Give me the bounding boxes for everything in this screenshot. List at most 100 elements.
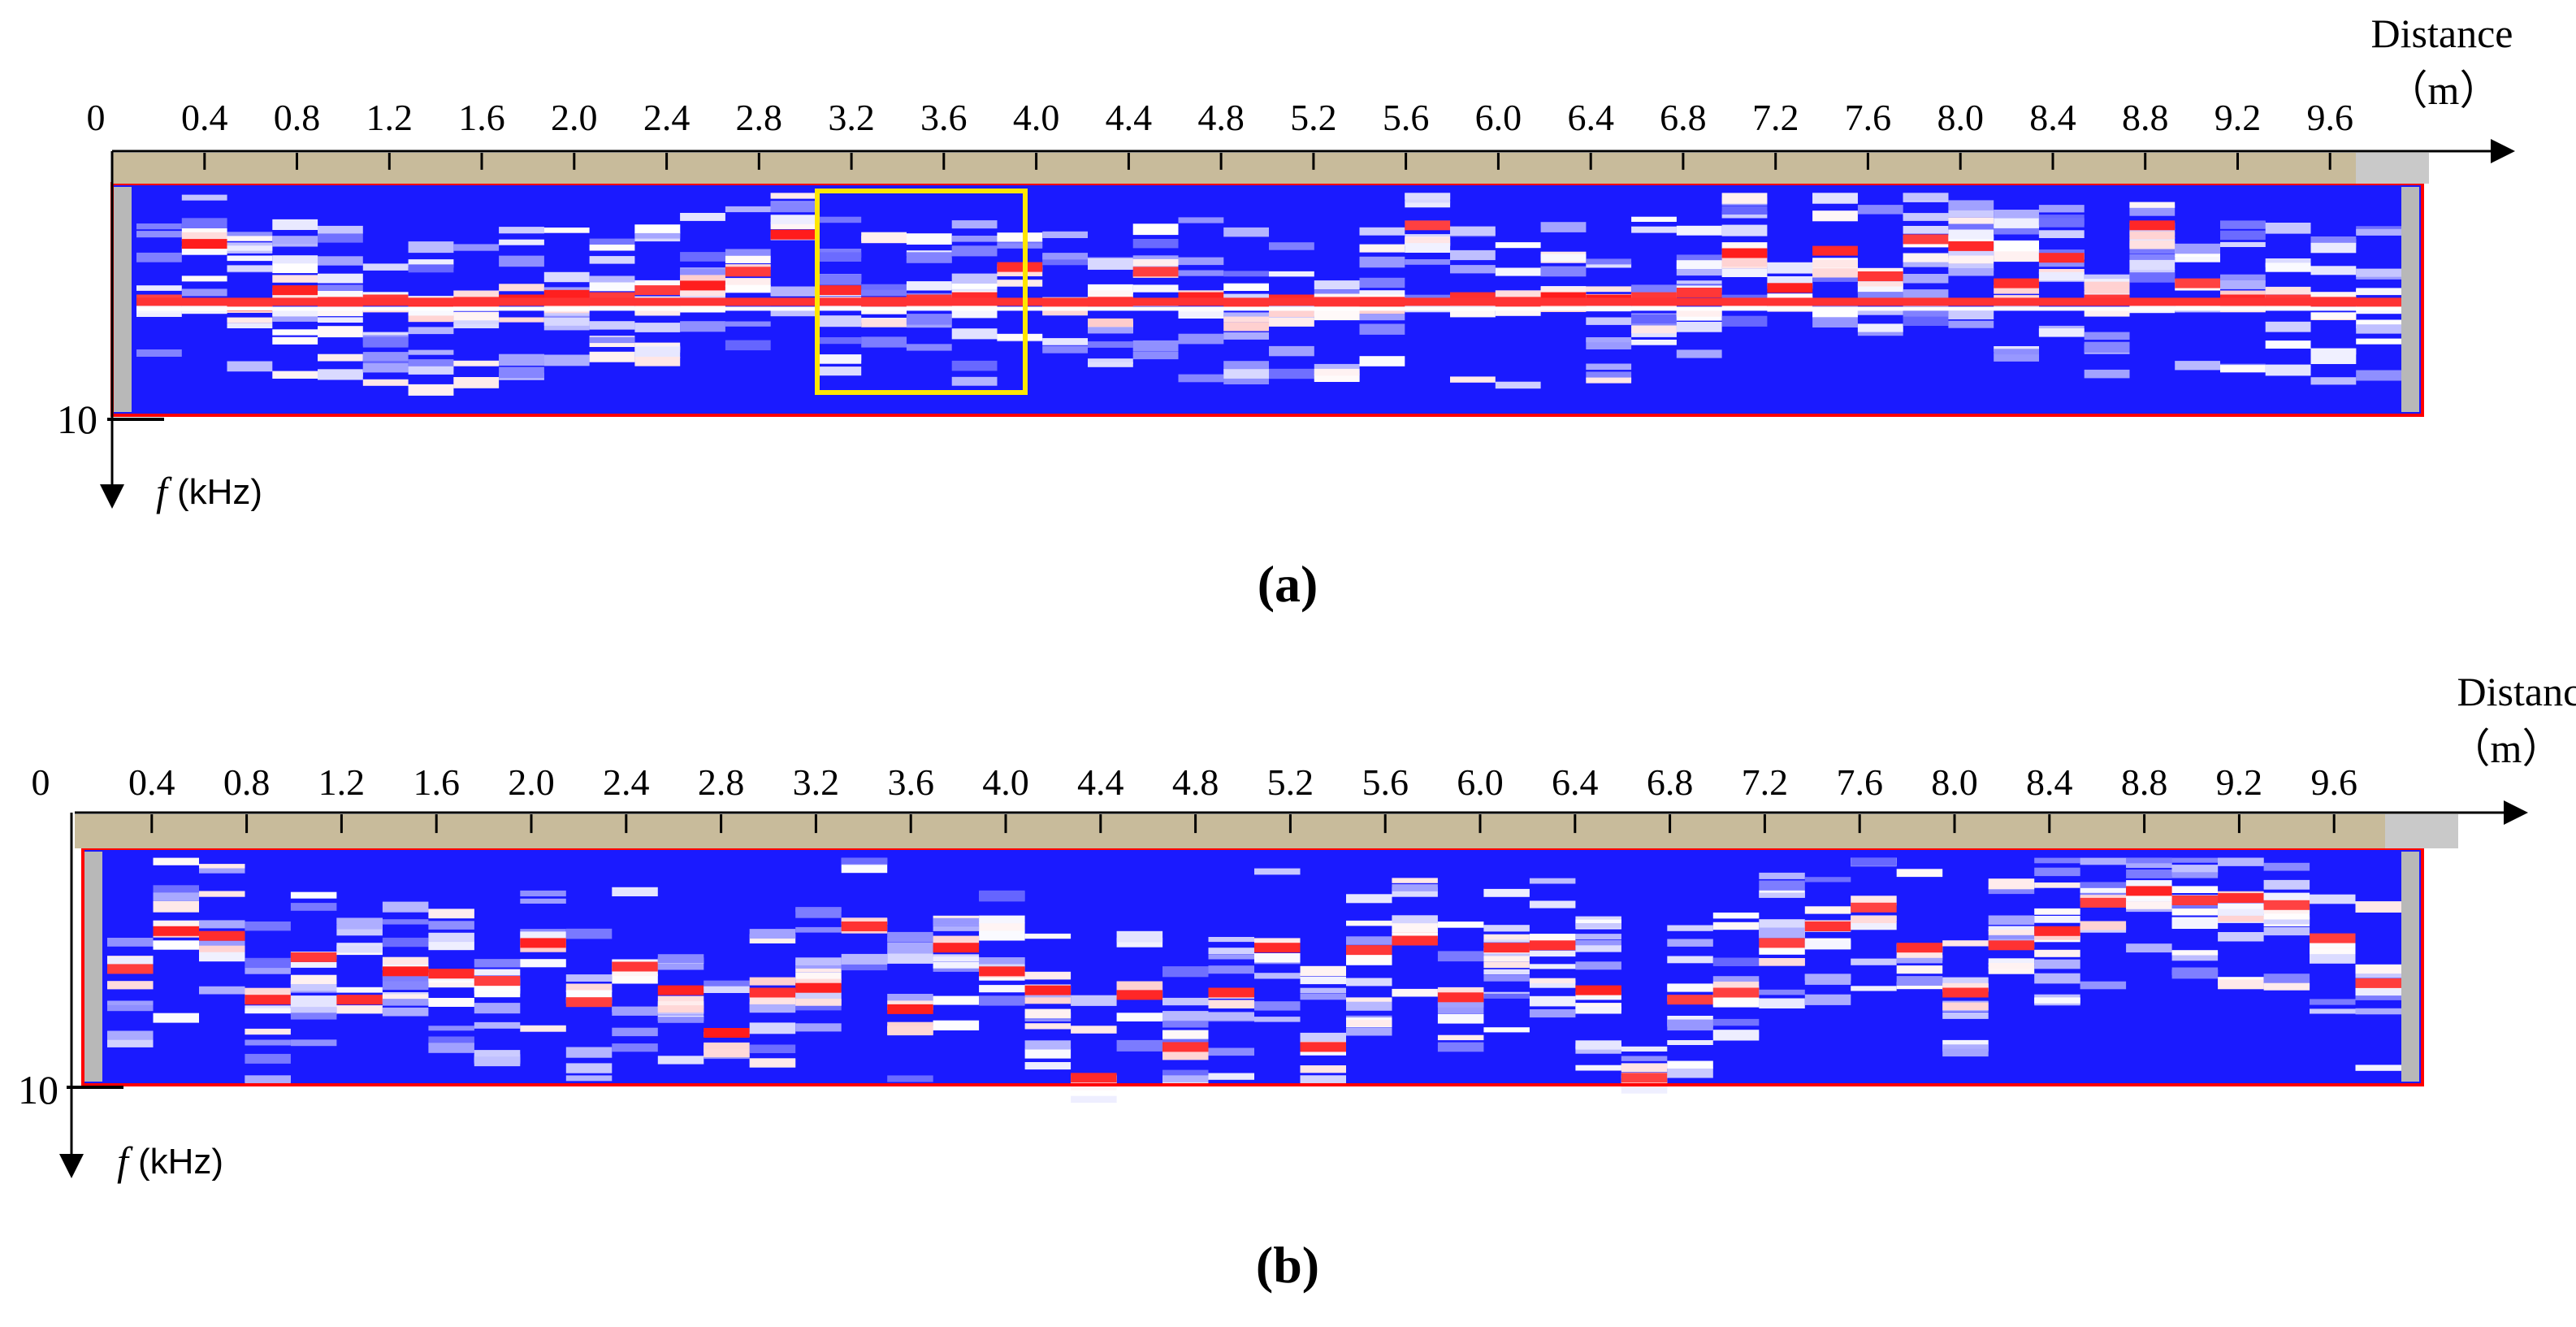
heatmap-cell <box>290 995 337 1008</box>
heatmap-cell <box>2171 857 2219 863</box>
heatmap-cell <box>906 252 952 263</box>
heatmap-cell <box>1024 1062 1072 1070</box>
heatmap-cell <box>1575 923 1621 929</box>
heatmap-cell <box>2218 979 2264 990</box>
heatmap-cell <box>318 326 363 338</box>
heatmap-cell <box>1088 327 1133 334</box>
heatmap-cell <box>1495 290 1541 298</box>
heatmap-cell <box>704 1042 750 1050</box>
heatmap-cell <box>136 231 182 238</box>
heatmap-cell <box>1575 991 1621 1000</box>
heatmap-cell <box>107 1030 154 1040</box>
heatmap-cell <box>1223 316 1269 323</box>
heatmap-cell <box>272 308 318 317</box>
x-tick-label: 6.0 <box>1475 97 1522 138</box>
heatmap-cell <box>1132 340 1179 352</box>
heatmap-cell <box>1759 998 1805 1008</box>
heatmap-cell <box>841 865 888 874</box>
heatmap-peak <box>1812 245 1858 256</box>
caption-b: (b) <box>1256 1236 1319 1294</box>
heatmap-cell <box>2265 223 2311 234</box>
heatmap-cell <box>520 898 566 904</box>
heatmap-cell <box>589 275 635 285</box>
heatmap-peak <box>382 966 429 977</box>
heatmap-peak <box>1851 902 1897 913</box>
x-tick-label: 6.8 <box>1660 97 1707 138</box>
x-tick-label: 4.8 <box>1197 97 1245 138</box>
heatmap-cell <box>1346 920 1392 926</box>
heatmap-cell <box>408 259 454 268</box>
heatmap-cell <box>1437 999 1484 1008</box>
heatmap-cell <box>589 321 635 330</box>
heatmap-column <box>704 980 750 1060</box>
heatmap-cell <box>951 236 998 242</box>
heatmap-column <box>2080 857 2127 990</box>
heatmap-peak <box>1903 234 1949 245</box>
heatmap-cell <box>1759 919 1805 928</box>
heatmap-cell <box>107 1004 154 1012</box>
heatmap-cell <box>543 354 590 366</box>
heatmap-cell <box>2263 862 2310 871</box>
heatmap-column <box>2129 202 2176 314</box>
heatmap-peak <box>1116 990 1163 1000</box>
heatmap-column <box>841 857 888 971</box>
heatmap-cell <box>428 909 474 919</box>
heatmap-cell <box>933 917 980 926</box>
heatmap-column <box>2171 857 2219 979</box>
heatmap-cell <box>2263 926 2310 936</box>
heatmap-cell <box>887 1075 933 1082</box>
heatmap-cell <box>1948 210 1994 218</box>
heatmap-cell <box>1437 1013 1484 1024</box>
heatmap-cell <box>499 284 544 292</box>
heatmap-cell <box>1405 243 1451 253</box>
heatmap-cell <box>1631 226 1677 233</box>
heatmap-cell <box>634 306 681 316</box>
heatmap-cell <box>634 280 681 286</box>
end-cap-right <box>2401 187 2419 412</box>
heatmap-cell <box>1437 922 1484 928</box>
heatmap-cell <box>453 319 500 324</box>
heatmap-cell <box>1495 242 1541 249</box>
heatmap-cell <box>474 969 521 976</box>
heatmap-cell <box>290 903 337 911</box>
heatmap-cell <box>1088 284 1133 294</box>
heatmap-cell <box>408 313 454 323</box>
heatmap-cell <box>1988 966 2035 974</box>
x-tick-label: 0.4 <box>128 761 175 803</box>
heatmap-cell <box>657 961 704 970</box>
heatmap-cell <box>1529 978 1576 983</box>
heatmap-cell <box>1483 956 1530 962</box>
x-tick-label: 6.0 <box>1457 761 1504 803</box>
heatmap-cell <box>1132 239 1179 249</box>
heatmap-cell <box>1162 997 1209 1006</box>
freq-max-label-a: 10 <box>57 397 97 442</box>
heatmap-cell <box>2034 959 2080 969</box>
heatmap-cell <box>1759 927 1805 938</box>
heatmap-cell <box>1208 1047 1254 1056</box>
heatmap-cell <box>861 336 907 348</box>
heatmap-cell <box>543 323 590 331</box>
heatmap-cell <box>565 983 613 992</box>
heatmap-cell <box>887 994 933 1001</box>
heatmap-column <box>1132 223 1179 360</box>
heatmap-cell <box>657 1012 704 1017</box>
heatmap-peak <box>1712 987 1760 998</box>
x-tick-label: 8.8 <box>2121 761 2168 803</box>
heatmap-cell <box>1759 892 1805 898</box>
heatmap-cell <box>1857 323 1903 332</box>
heatmap-cell <box>2310 292 2357 301</box>
heatmap-cell <box>2355 901 2401 913</box>
heatmap-cell <box>1948 320 1994 328</box>
heatmap-cell <box>428 1043 474 1053</box>
heatmap-cell <box>1667 939 1713 947</box>
heatmap-cell <box>318 353 363 362</box>
heatmap-cell <box>1676 322 1722 332</box>
heatmap-column <box>1721 193 1768 327</box>
heatmap-cell <box>933 935 980 946</box>
heatmap-cell <box>612 974 658 984</box>
heatmap-cell <box>1392 915 1438 926</box>
heatmap-cell <box>951 360 998 371</box>
heatmap-cell <box>408 264 454 273</box>
heatmap-cell <box>1483 969 1530 975</box>
heatmap-peak <box>997 262 1043 272</box>
